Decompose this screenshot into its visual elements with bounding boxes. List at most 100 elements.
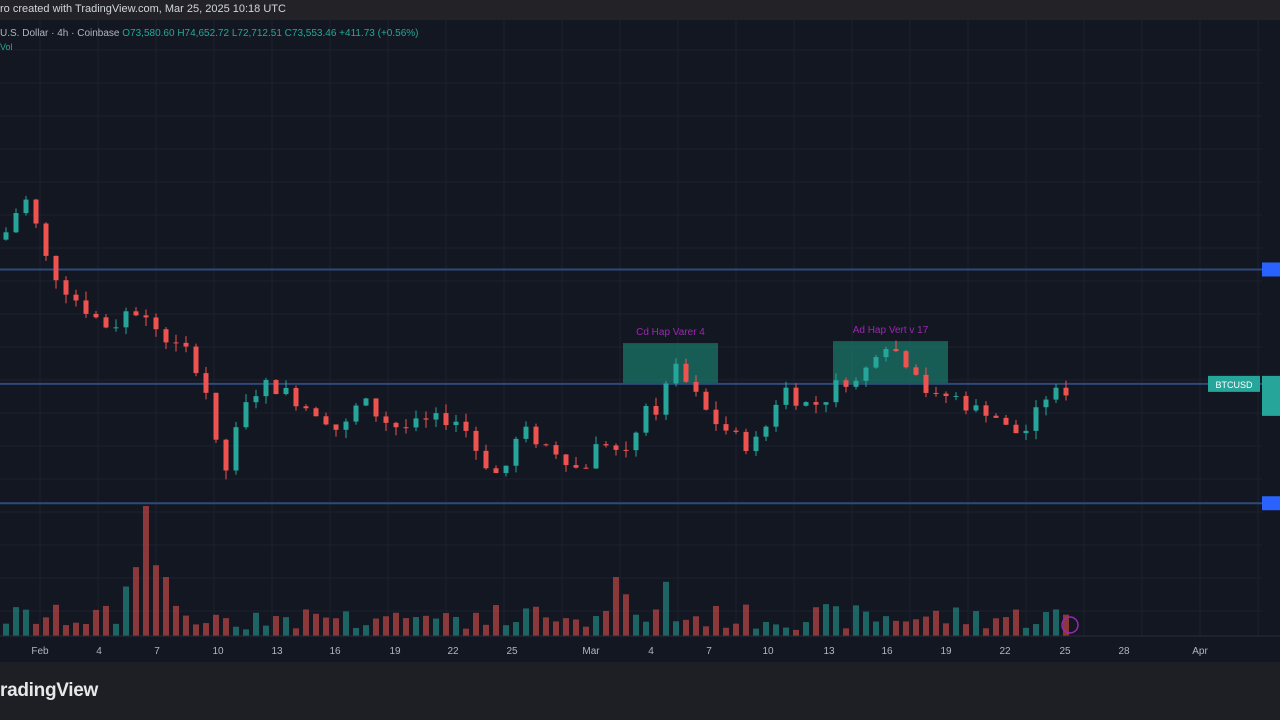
volume-bar — [593, 616, 599, 636]
volume-bar — [1023, 627, 1029, 636]
volume-bar — [543, 617, 549, 636]
volume-bar — [683, 619, 689, 636]
volume-bar — [423, 615, 429, 636]
x-tick-label: 16 — [329, 646, 341, 657]
candle-body — [1033, 407, 1039, 431]
candle-body — [423, 418, 429, 420]
volume-bar — [633, 614, 639, 636]
candle-body — [133, 311, 139, 316]
candle-body — [323, 416, 329, 425]
volume-bar — [313, 613, 319, 636]
x-tick-label: 10 — [762, 646, 774, 657]
candle-body — [243, 402, 249, 428]
price-chart[interactable]: Cd Hap Varer 4 Ad Hap Vert v 17 BTCUSD Fe… — [0, 20, 1280, 662]
candle-body — [33, 199, 39, 224]
candle-body — [433, 413, 439, 420]
volume-bar — [213, 614, 219, 636]
volume-bar — [23, 609, 29, 636]
candle-body — [863, 367, 869, 381]
volume-bar — [183, 615, 189, 636]
candle-body — [303, 406, 309, 409]
candle-body — [1043, 399, 1049, 408]
candle-body — [843, 380, 849, 387]
candle-body — [203, 373, 209, 393]
candle-body — [153, 317, 159, 330]
volume-bar — [763, 621, 769, 636]
candle-body — [963, 395, 969, 411]
candle-body — [813, 402, 819, 405]
volume-bar — [153, 565, 159, 636]
legend-symbol: U.S. Dollar · 4h · Coinbase — [0, 28, 120, 39]
candle-body — [643, 405, 649, 433]
candle-body — [883, 349, 889, 358]
volume-bar — [283, 617, 289, 636]
symbol-tag — [1208, 375, 1260, 392]
volume-bar — [413, 617, 419, 636]
candle-body — [143, 315, 149, 318]
candle-body — [343, 421, 349, 430]
candle-body — [583, 467, 589, 469]
candle-body — [1053, 387, 1059, 400]
candle-body — [353, 405, 359, 422]
volume-bar — [643, 621, 649, 636]
footer — [0, 662, 1280, 720]
volume-bar — [53, 604, 59, 636]
candle-body — [713, 409, 719, 425]
volume-bar — [193, 624, 199, 636]
x-tick-label: 25 — [506, 646, 518, 657]
x-tick-label: Mar — [582, 646, 600, 657]
volume-bar — [773, 624, 779, 636]
volume-bar — [583, 626, 589, 636]
candle-body — [763, 426, 769, 437]
candle-body — [623, 449, 629, 451]
candle-body — [333, 424, 339, 430]
volume-bar — [483, 624, 489, 636]
volume-bar — [293, 628, 299, 636]
candle-body — [1013, 424, 1019, 434]
volume-bar — [503, 625, 509, 636]
candle-body — [683, 363, 689, 382]
volume-bar — [513, 622, 519, 636]
chart-frame[interactable] — [0, 20, 1280, 662]
zone-box[interactable] — [623, 343, 718, 384]
candle-body — [923, 374, 929, 393]
volume-bar — [523, 608, 529, 636]
candle-body — [273, 379, 279, 395]
candle-body — [723, 424, 729, 431]
volume-bar — [703, 626, 709, 636]
volume-bar — [473, 612, 479, 636]
volume-bar — [653, 609, 659, 636]
candle-body — [313, 408, 319, 417]
events-flag-icon[interactable] — [1061, 616, 1079, 634]
candle-body — [283, 387, 289, 395]
candle-body — [73, 294, 79, 301]
candle-body — [983, 405, 989, 416]
candle-body — [453, 421, 459, 426]
x-tick-label: 4 — [96, 646, 102, 657]
candle-body — [563, 454, 569, 466]
zone-label: Cd Hap Varer 4 — [636, 327, 705, 338]
candle-body — [703, 391, 709, 410]
volume-bars — [3, 506, 1069, 636]
candles — [3, 195, 1069, 480]
volume-bar — [43, 617, 49, 636]
volume-bar — [343, 611, 349, 636]
volume-bar — [233, 626, 239, 636]
volume-bar — [553, 621, 559, 636]
volume-bar — [1033, 624, 1039, 636]
volume-bar — [253, 612, 259, 636]
volume-bar — [613, 577, 619, 636]
zone-box[interactable] — [833, 341, 948, 384]
candle-body — [543, 444, 549, 446]
candle-body — [513, 438, 519, 466]
candle-body — [953, 395, 959, 397]
candle-body — [503, 465, 509, 474]
volume-bar — [993, 618, 999, 636]
volume-bar — [833, 606, 839, 636]
brand-logo: radingView — [0, 680, 99, 701]
candle-body — [183, 342, 189, 347]
zone-label: Ad Hap Vert v 17 — [853, 325, 929, 336]
volume-bar — [823, 604, 829, 636]
volume-bar — [303, 609, 309, 636]
volume-bar — [1013, 609, 1019, 636]
